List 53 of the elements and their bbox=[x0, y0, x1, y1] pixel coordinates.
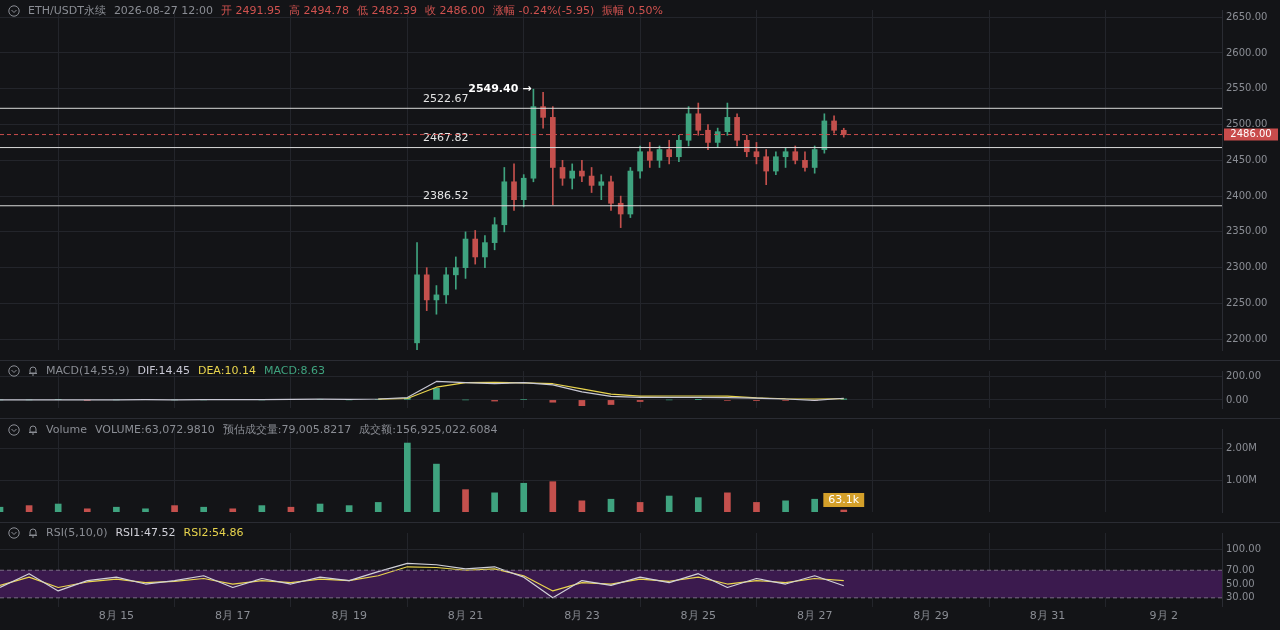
x-tick-label: 8月 19 bbox=[331, 609, 367, 623]
y-tick-label: 200.00 bbox=[1226, 370, 1261, 382]
x-tick-label: 8月 29 bbox=[913, 609, 949, 623]
y-tick-label: 2600.00 bbox=[1226, 46, 1268, 58]
ref-line-label: 2386.52 bbox=[423, 189, 469, 203]
y-tick-label: 2350.00 bbox=[1226, 225, 1268, 237]
annotation: 开 2491.95 bbox=[221, 3, 281, 18]
chart-title: RSI(5,10,0) bbox=[46, 526, 108, 539]
chart-title: Volume bbox=[46, 423, 87, 436]
x-tick-label: 8月 15 bbox=[98, 609, 135, 623]
y-tick-label: 1.00M bbox=[1226, 473, 1257, 485]
text: DIF:14.45 bbox=[137, 364, 190, 377]
y-tick-label: 2.00M bbox=[1226, 441, 1257, 453]
chart-title: ETH/USDT永续 bbox=[28, 3, 106, 18]
y-tick-label: 2500.00 bbox=[1226, 118, 1268, 130]
x-tick-label: 8月 31 bbox=[1029, 609, 1066, 623]
chart-title: MACD(14,55,9) bbox=[46, 364, 130, 377]
text: RSI2:54.86 bbox=[183, 526, 244, 539]
annotation: 收 2486.00 bbox=[424, 3, 485, 18]
x-tick-label: 8月 23 bbox=[564, 609, 600, 623]
x-tick-label: 8月 21 bbox=[447, 609, 484, 623]
annotation: 振幅 0.50% bbox=[602, 3, 663, 18]
data-label: 63.1k bbox=[828, 492, 860, 506]
annotation: 2549.40 → bbox=[468, 82, 532, 96]
y-tick-label: 0.00 bbox=[1226, 393, 1249, 405]
x-tick-label: 8月 27 bbox=[796, 609, 833, 623]
ref-line-label: 2522.67 bbox=[423, 91, 469, 105]
y-tick-label: 2300.00 bbox=[1226, 261, 1268, 273]
y-tick-label: 2650.00 bbox=[1226, 10, 1268, 22]
ref-line-label: 2486.00 bbox=[1230, 128, 1272, 140]
annotation: 高 2494.78 bbox=[288, 3, 349, 18]
text: MACD:8.63 bbox=[263, 364, 326, 377]
annotation: 涨幅 -0.24%(-5.95) bbox=[492, 3, 595, 18]
text: VOLUME:63,072.9810 bbox=[94, 423, 215, 436]
annotation: 预估成交量:79,005.8217 bbox=[222, 422, 352, 437]
x-tick-label: 8月 25 bbox=[680, 609, 717, 623]
text: RSI1:47.52 bbox=[115, 526, 176, 539]
y-tick-label: 30.00 bbox=[1226, 591, 1255, 603]
chart-subtitle: 2026-08-27 12:00 bbox=[113, 4, 213, 17]
y-tick-label: 2550.00 bbox=[1226, 82, 1268, 94]
y-tick-label: 70.00 bbox=[1226, 563, 1255, 575]
y-tick-label: 50.00 bbox=[1226, 577, 1255, 589]
y-tick-label: 2400.00 bbox=[1226, 189, 1268, 201]
x-tick-label: 9月 2 bbox=[1149, 609, 1179, 623]
annotation: 低 2482.39 bbox=[356, 3, 417, 18]
x-tick-label: 8月 17 bbox=[215, 609, 251, 623]
y-tick-label: 2250.00 bbox=[1226, 297, 1268, 309]
text: DEA:10.14 bbox=[197, 364, 256, 377]
y-tick-label: 2200.00 bbox=[1226, 332, 1268, 344]
annotation: 成交额:156,925,022.6084 bbox=[359, 422, 498, 437]
ref-line-label: 2467.82 bbox=[423, 130, 469, 144]
y-tick-label: 2450.00 bbox=[1226, 153, 1268, 165]
y-tick-label: 100.00 bbox=[1226, 543, 1261, 555]
